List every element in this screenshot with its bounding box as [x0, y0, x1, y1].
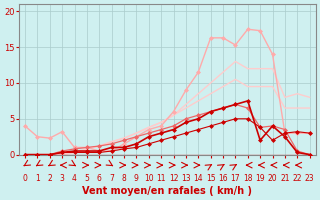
X-axis label: Vent moyen/en rafales ( km/h ): Vent moyen/en rafales ( km/h ) [82, 186, 252, 196]
